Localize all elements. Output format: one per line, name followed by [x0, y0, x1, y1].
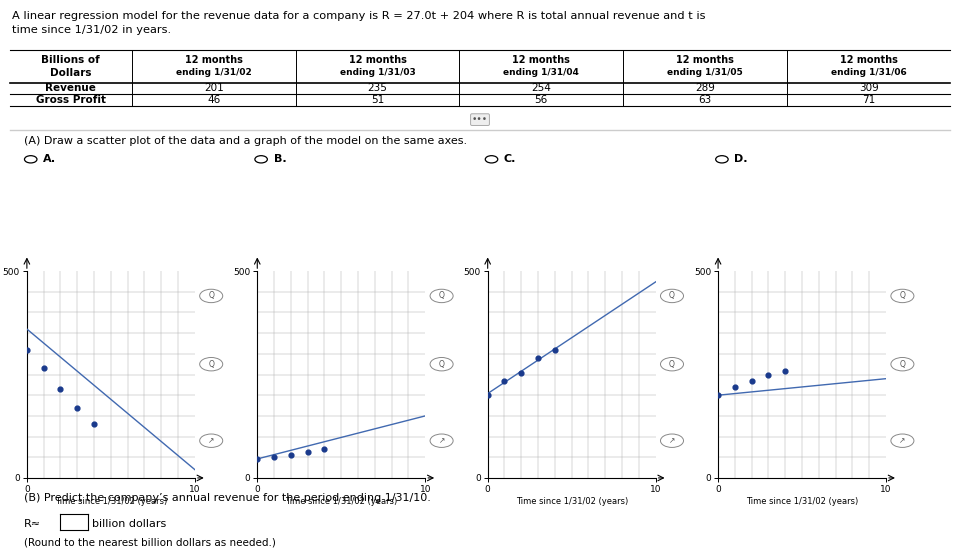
Point [53, 385, 68, 394]
Point [514, 368, 529, 377]
Text: (A) Draw a scatter plot of the data and a graph of the model on the same axes.: (A) Draw a scatter plot of the data and … [24, 136, 468, 146]
Point [70, 403, 84, 412]
Text: 289: 289 [695, 83, 715, 93]
Text: Billions of
Dollars: Billions of Dollars [41, 55, 100, 78]
Text: 56: 56 [535, 95, 548, 105]
Text: ending 1/31/05: ending 1/31/05 [667, 68, 743, 77]
Text: ↗: ↗ [208, 436, 214, 445]
Text: ↗: ↗ [900, 436, 905, 445]
Point [710, 390, 726, 399]
Text: 63: 63 [698, 95, 711, 105]
Point [530, 354, 545, 363]
Text: Q: Q [439, 359, 444, 369]
Point [480, 390, 495, 399]
Text: A.: A. [43, 154, 57, 164]
Text: Gross Profit: Gross Profit [36, 95, 106, 105]
Text: Revenue: Revenue [45, 83, 96, 93]
Point [250, 454, 265, 463]
X-axis label: Time since 1/31/02 (years): Time since 1/31/02 (years) [285, 496, 397, 506]
Text: ↗: ↗ [669, 436, 675, 445]
Point [86, 420, 102, 429]
Point [283, 451, 299, 459]
Text: A linear regression model for the revenue data for a company is R = 27.0t + 204 : A linear regression model for the revenu… [12, 11, 705, 21]
Point [760, 371, 776, 380]
Text: 12 months: 12 months [676, 55, 733, 65]
Text: 235: 235 [368, 83, 388, 93]
Text: billion dollars: billion dollars [92, 519, 166, 529]
Text: 201: 201 [204, 83, 224, 93]
Text: 309: 309 [858, 83, 878, 93]
Text: Q: Q [439, 291, 444, 300]
Text: ending 1/31/04: ending 1/31/04 [503, 68, 579, 77]
Text: Q: Q [669, 291, 675, 300]
Text: 12 months: 12 months [185, 55, 243, 65]
Text: B.: B. [274, 154, 286, 164]
Text: ending 1/31/06: ending 1/31/06 [830, 68, 906, 77]
Text: 12 months: 12 months [348, 55, 406, 65]
Text: ending 1/31/03: ending 1/31/03 [340, 68, 416, 77]
X-axis label: Time since 1/31/02 (years): Time since 1/31/02 (years) [516, 496, 628, 506]
Text: R≈: R≈ [24, 519, 41, 529]
Point [728, 382, 743, 391]
Text: 254: 254 [531, 83, 551, 93]
Text: 12 months: 12 months [840, 55, 898, 65]
Text: Q: Q [208, 359, 214, 369]
Point [36, 364, 52, 373]
X-axis label: Time since 1/31/02 (years): Time since 1/31/02 (years) [746, 496, 858, 506]
Text: (B) Predict the company’s annual revenue for the period ending 1/31/10.: (B) Predict the company’s annual revenue… [24, 493, 431, 503]
Text: •••: ••• [472, 115, 488, 124]
Point [744, 376, 759, 385]
Text: 46: 46 [207, 95, 221, 105]
Text: Q: Q [900, 291, 905, 300]
Text: Q: Q [900, 359, 905, 369]
Point [300, 447, 316, 456]
Text: 51: 51 [371, 95, 384, 105]
Text: (Round to the nearest billion dollars as needed.): (Round to the nearest billion dollars as… [24, 538, 276, 548]
Point [267, 452, 282, 461]
Text: Q: Q [669, 359, 675, 369]
Point [778, 367, 793, 376]
Text: ending 1/31/02: ending 1/31/02 [176, 68, 252, 77]
X-axis label: Time since 1/31/02 (years): Time since 1/31/02 (years) [55, 496, 167, 506]
Point [547, 345, 563, 354]
Text: 12 months: 12 months [513, 55, 570, 65]
Text: ↗: ↗ [439, 436, 444, 445]
Text: time since 1/31/02 in years.: time since 1/31/02 in years. [12, 25, 171, 35]
Text: C.: C. [504, 154, 516, 164]
Text: Q: Q [208, 291, 214, 300]
Text: 71: 71 [862, 95, 876, 105]
Text: D.: D. [734, 154, 748, 164]
Point [317, 444, 332, 453]
Point [19, 345, 35, 354]
Point [497, 376, 513, 385]
